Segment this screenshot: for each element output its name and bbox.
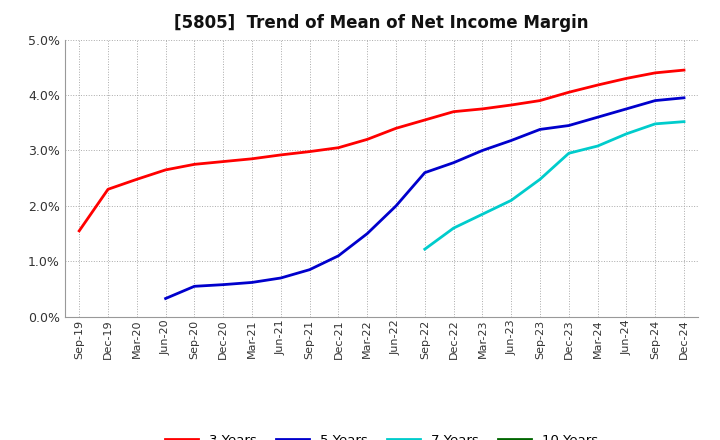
Title: [5805]  Trend of Mean of Net Income Margin: [5805] Trend of Mean of Net Income Margi… [174,15,589,33]
Legend: 3 Years, 5 Years, 7 Years, 10 Years: 3 Years, 5 Years, 7 Years, 10 Years [160,429,603,440]
